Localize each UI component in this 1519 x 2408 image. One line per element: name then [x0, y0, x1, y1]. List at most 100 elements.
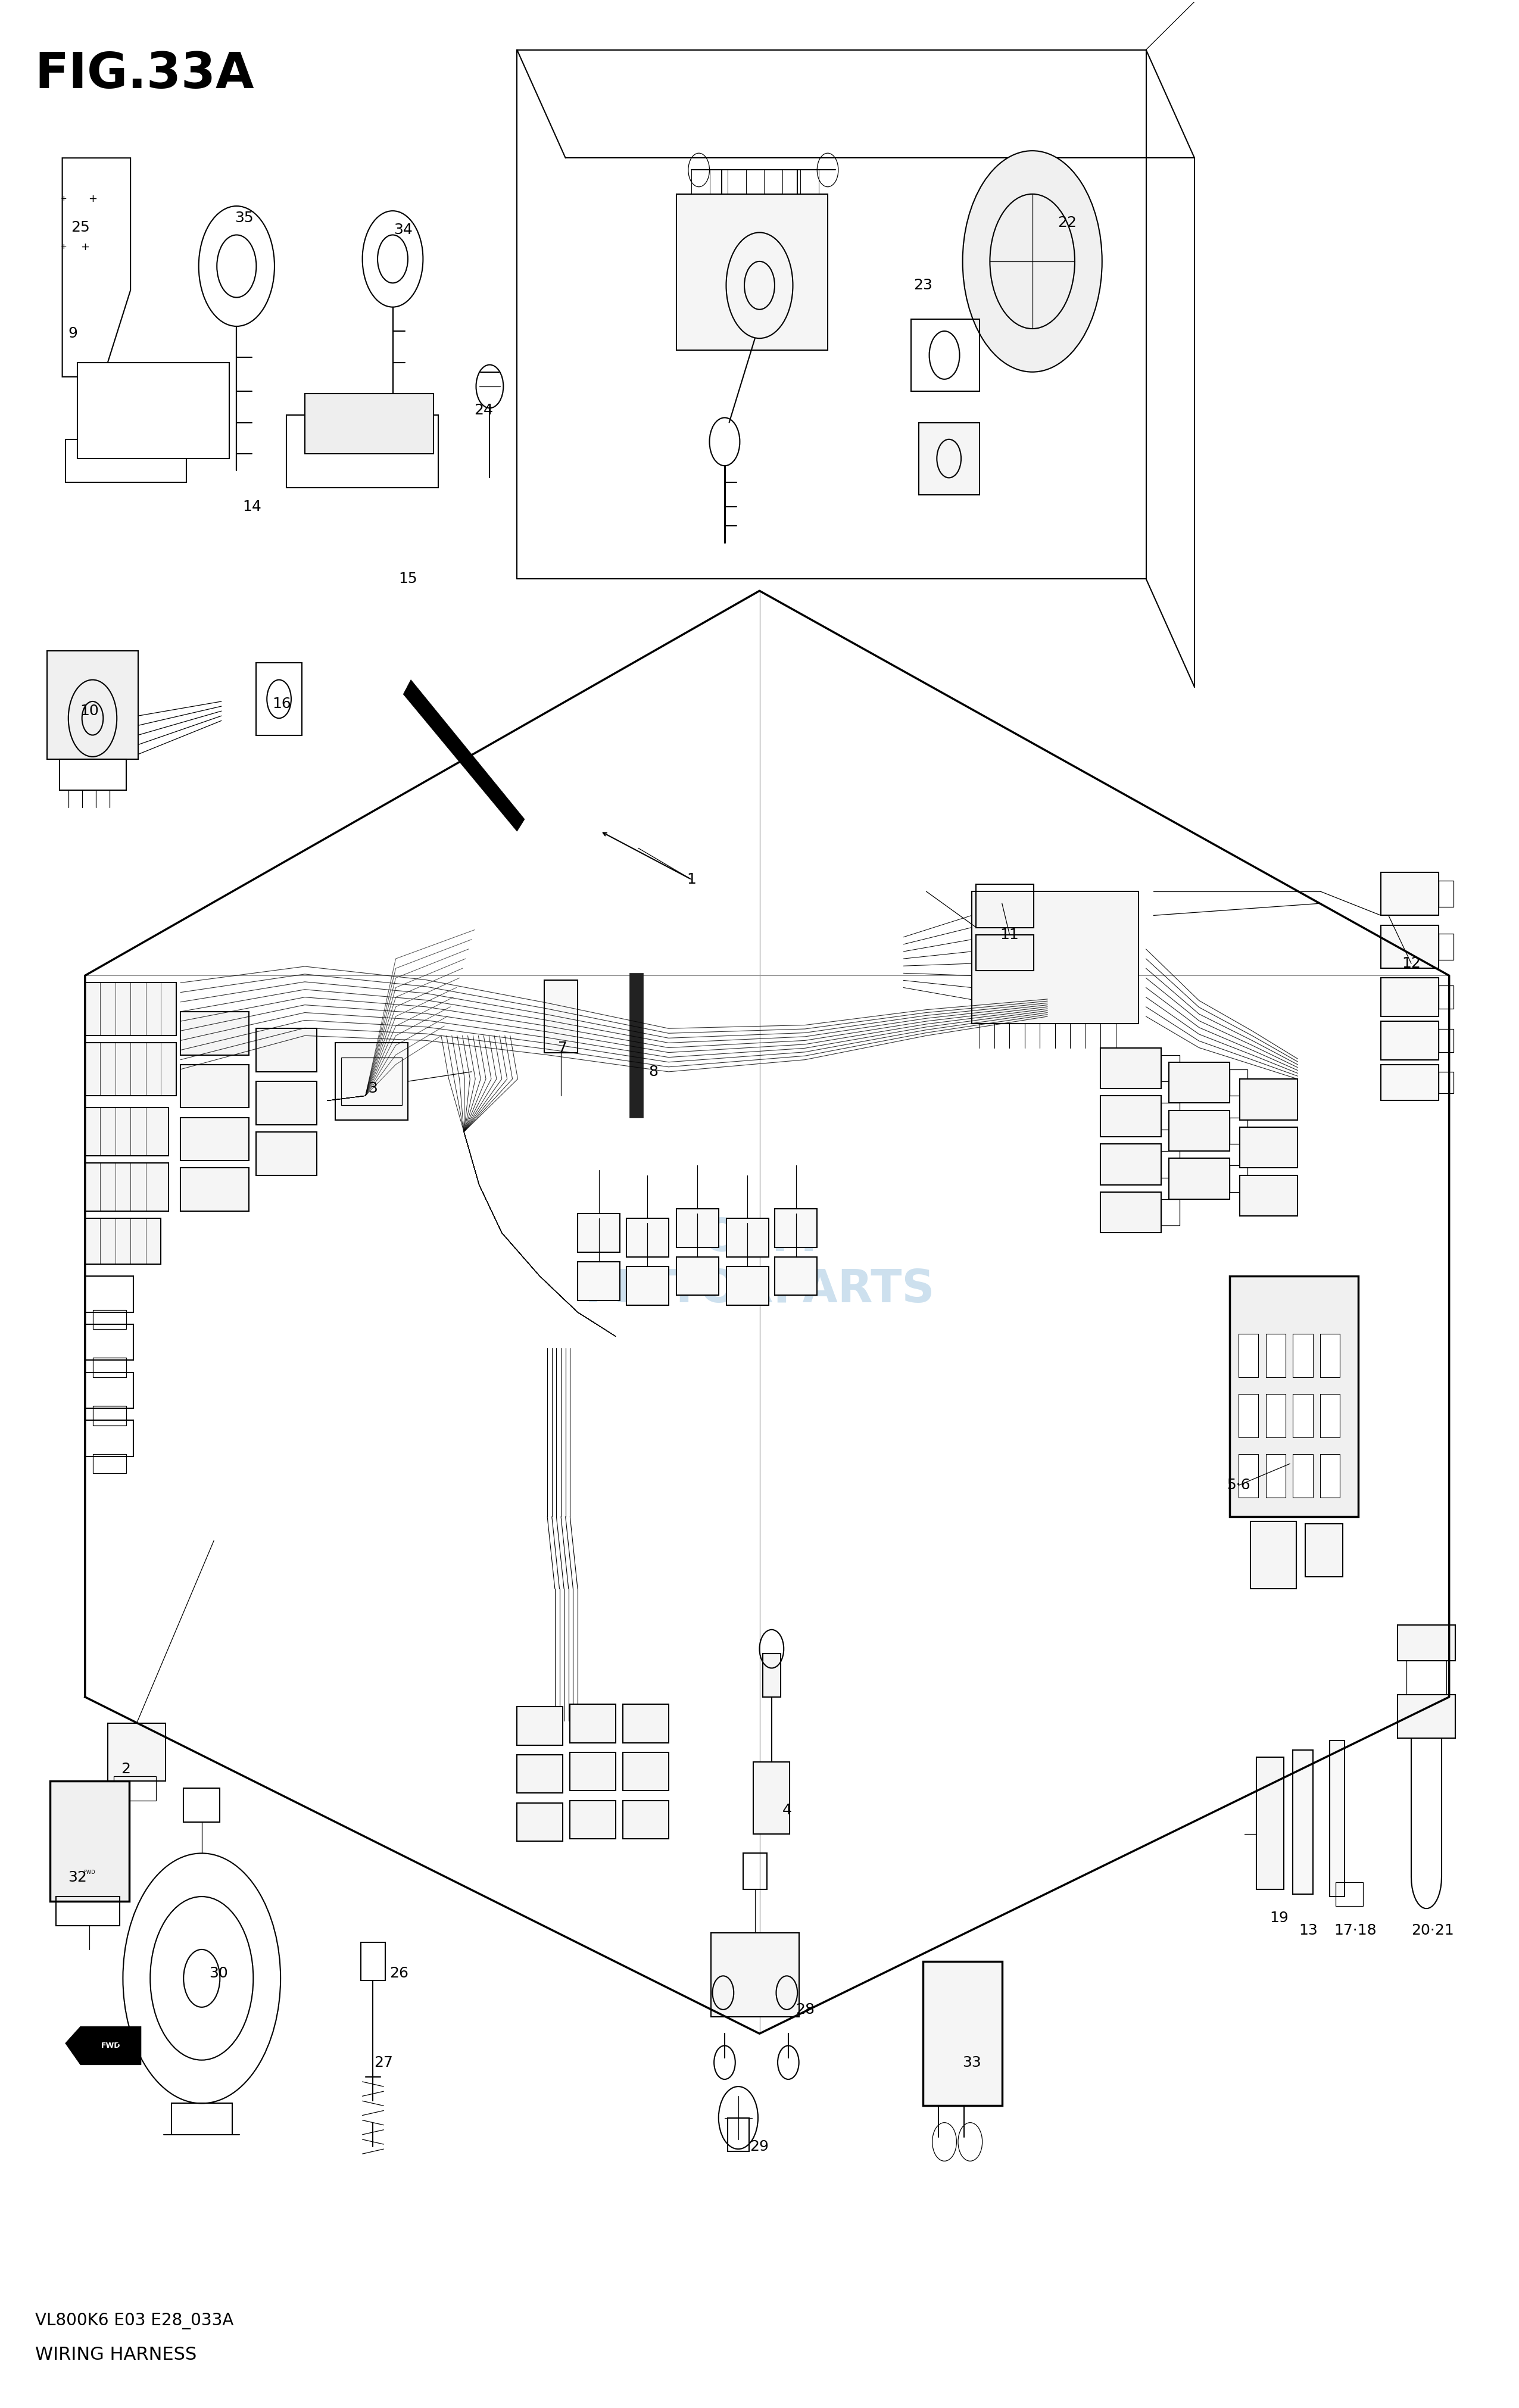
Text: 2: 2	[122, 1763, 131, 1777]
Bar	[544, 980, 577, 1052]
Bar	[77, 361, 229, 458]
Bar	[93, 366, 222, 433]
Text: 14: 14	[242, 498, 261, 513]
Bar	[181, 1011, 249, 1055]
Bar	[1438, 985, 1454, 1009]
Bar	[56, 1898, 120, 1926]
Bar	[181, 1117, 249, 1161]
Bar	[977, 934, 1034, 970]
Bar	[93, 1406, 126, 1426]
Bar	[570, 1753, 615, 1792]
Bar	[1305, 1524, 1343, 1577]
Bar	[59, 759, 126, 790]
Text: +: +	[88, 193, 97, 205]
Bar	[1438, 934, 1454, 961]
Text: 12: 12	[1402, 956, 1420, 970]
Bar	[623, 1705, 668, 1743]
Bar	[181, 1168, 249, 1211]
Text: 19: 19	[1270, 1912, 1288, 1926]
Text: +: +	[61, 195, 67, 202]
Text: 22: 22	[1057, 217, 1077, 231]
Polygon shape	[404, 679, 524, 831]
Bar	[85, 1163, 169, 1211]
Bar	[1438, 881, 1454, 908]
Bar	[775, 1257, 817, 1296]
Bar	[1381, 872, 1438, 915]
Bar	[114, 1777, 156, 1801]
Bar	[257, 662, 302, 734]
Bar	[1256, 1758, 1284, 1890]
Bar	[743, 1854, 767, 1890]
Bar	[972, 891, 1138, 1023]
Bar	[85, 1421, 134, 1457]
Bar	[1293, 1334, 1312, 1377]
Text: 27: 27	[374, 2056, 393, 2068]
Bar	[919, 421, 980, 494]
Bar	[516, 1804, 562, 1842]
Bar	[711, 1934, 799, 2018]
Bar	[85, 1373, 134, 1409]
Text: VL800K6 E03 E28_033A: VL800K6 E03 E28_033A	[35, 2312, 234, 2329]
Bar	[93, 1310, 126, 1329]
Bar	[1161, 1151, 1179, 1178]
Bar	[577, 1214, 620, 1252]
Bar	[1101, 1047, 1161, 1088]
Bar	[1265, 1394, 1285, 1438]
Bar	[184, 1789, 220, 1823]
Bar	[1381, 925, 1438, 968]
Text: 20·21: 20·21	[1411, 1924, 1454, 1938]
Bar	[626, 1218, 668, 1257]
Text: 3: 3	[368, 1081, 378, 1096]
Text: 8: 8	[649, 1064, 658, 1079]
Text: 35: 35	[235, 212, 254, 226]
Bar	[93, 1454, 126, 1474]
Bar	[1335, 1883, 1363, 1907]
Bar	[676, 195, 828, 349]
Text: 25: 25	[71, 222, 90, 236]
Bar	[516, 1755, 562, 1794]
Text: 29: 29	[750, 2138, 769, 2153]
Bar	[726, 1267, 769, 1305]
Text: 30: 30	[210, 1967, 228, 1982]
Bar	[108, 1724, 166, 1782]
Bar	[629, 973, 643, 1117]
Bar	[1381, 1021, 1438, 1060]
Bar	[1240, 1127, 1297, 1168]
Text: FIG.33A: FIG.33A	[35, 51, 254, 99]
Bar	[1320, 1334, 1340, 1377]
Bar	[1293, 1394, 1312, 1438]
Bar	[1229, 1276, 1358, 1517]
Bar	[257, 1081, 317, 1125]
Bar	[1101, 1192, 1161, 1233]
Text: 4: 4	[782, 1804, 791, 1818]
Text: +: +	[61, 243, 67, 250]
Bar	[516, 1707, 562, 1746]
Bar	[1381, 1064, 1438, 1100]
Polygon shape	[62, 159, 131, 376]
Bar	[362, 1943, 386, 1982]
Text: 34: 34	[393, 224, 413, 238]
Text: 9: 9	[68, 327, 77, 340]
Bar	[1168, 1158, 1229, 1199]
Bar	[47, 650, 138, 759]
Bar	[1320, 1394, 1340, 1438]
Text: 26: 26	[389, 1967, 409, 1982]
Bar	[1229, 1117, 1247, 1144]
Bar	[1161, 1055, 1179, 1081]
Bar	[257, 1028, 317, 1072]
Text: 32: 32	[68, 1871, 87, 1885]
Bar	[1293, 1751, 1312, 1895]
Bar	[1168, 1110, 1229, 1151]
Bar	[85, 1218, 161, 1264]
Bar	[50, 1782, 129, 1902]
Text: 28: 28	[796, 2003, 814, 2018]
Polygon shape	[65, 2028, 141, 2066]
Bar	[287, 414, 437, 486]
Bar	[1229, 1069, 1247, 1096]
Bar	[1265, 1334, 1285, 1377]
Bar	[1238, 1454, 1258, 1498]
Text: FWD: FWD	[102, 2042, 120, 2049]
Text: 5·6: 5·6	[1227, 1479, 1250, 1493]
Bar	[763, 1654, 781, 1698]
Bar	[305, 393, 433, 453]
